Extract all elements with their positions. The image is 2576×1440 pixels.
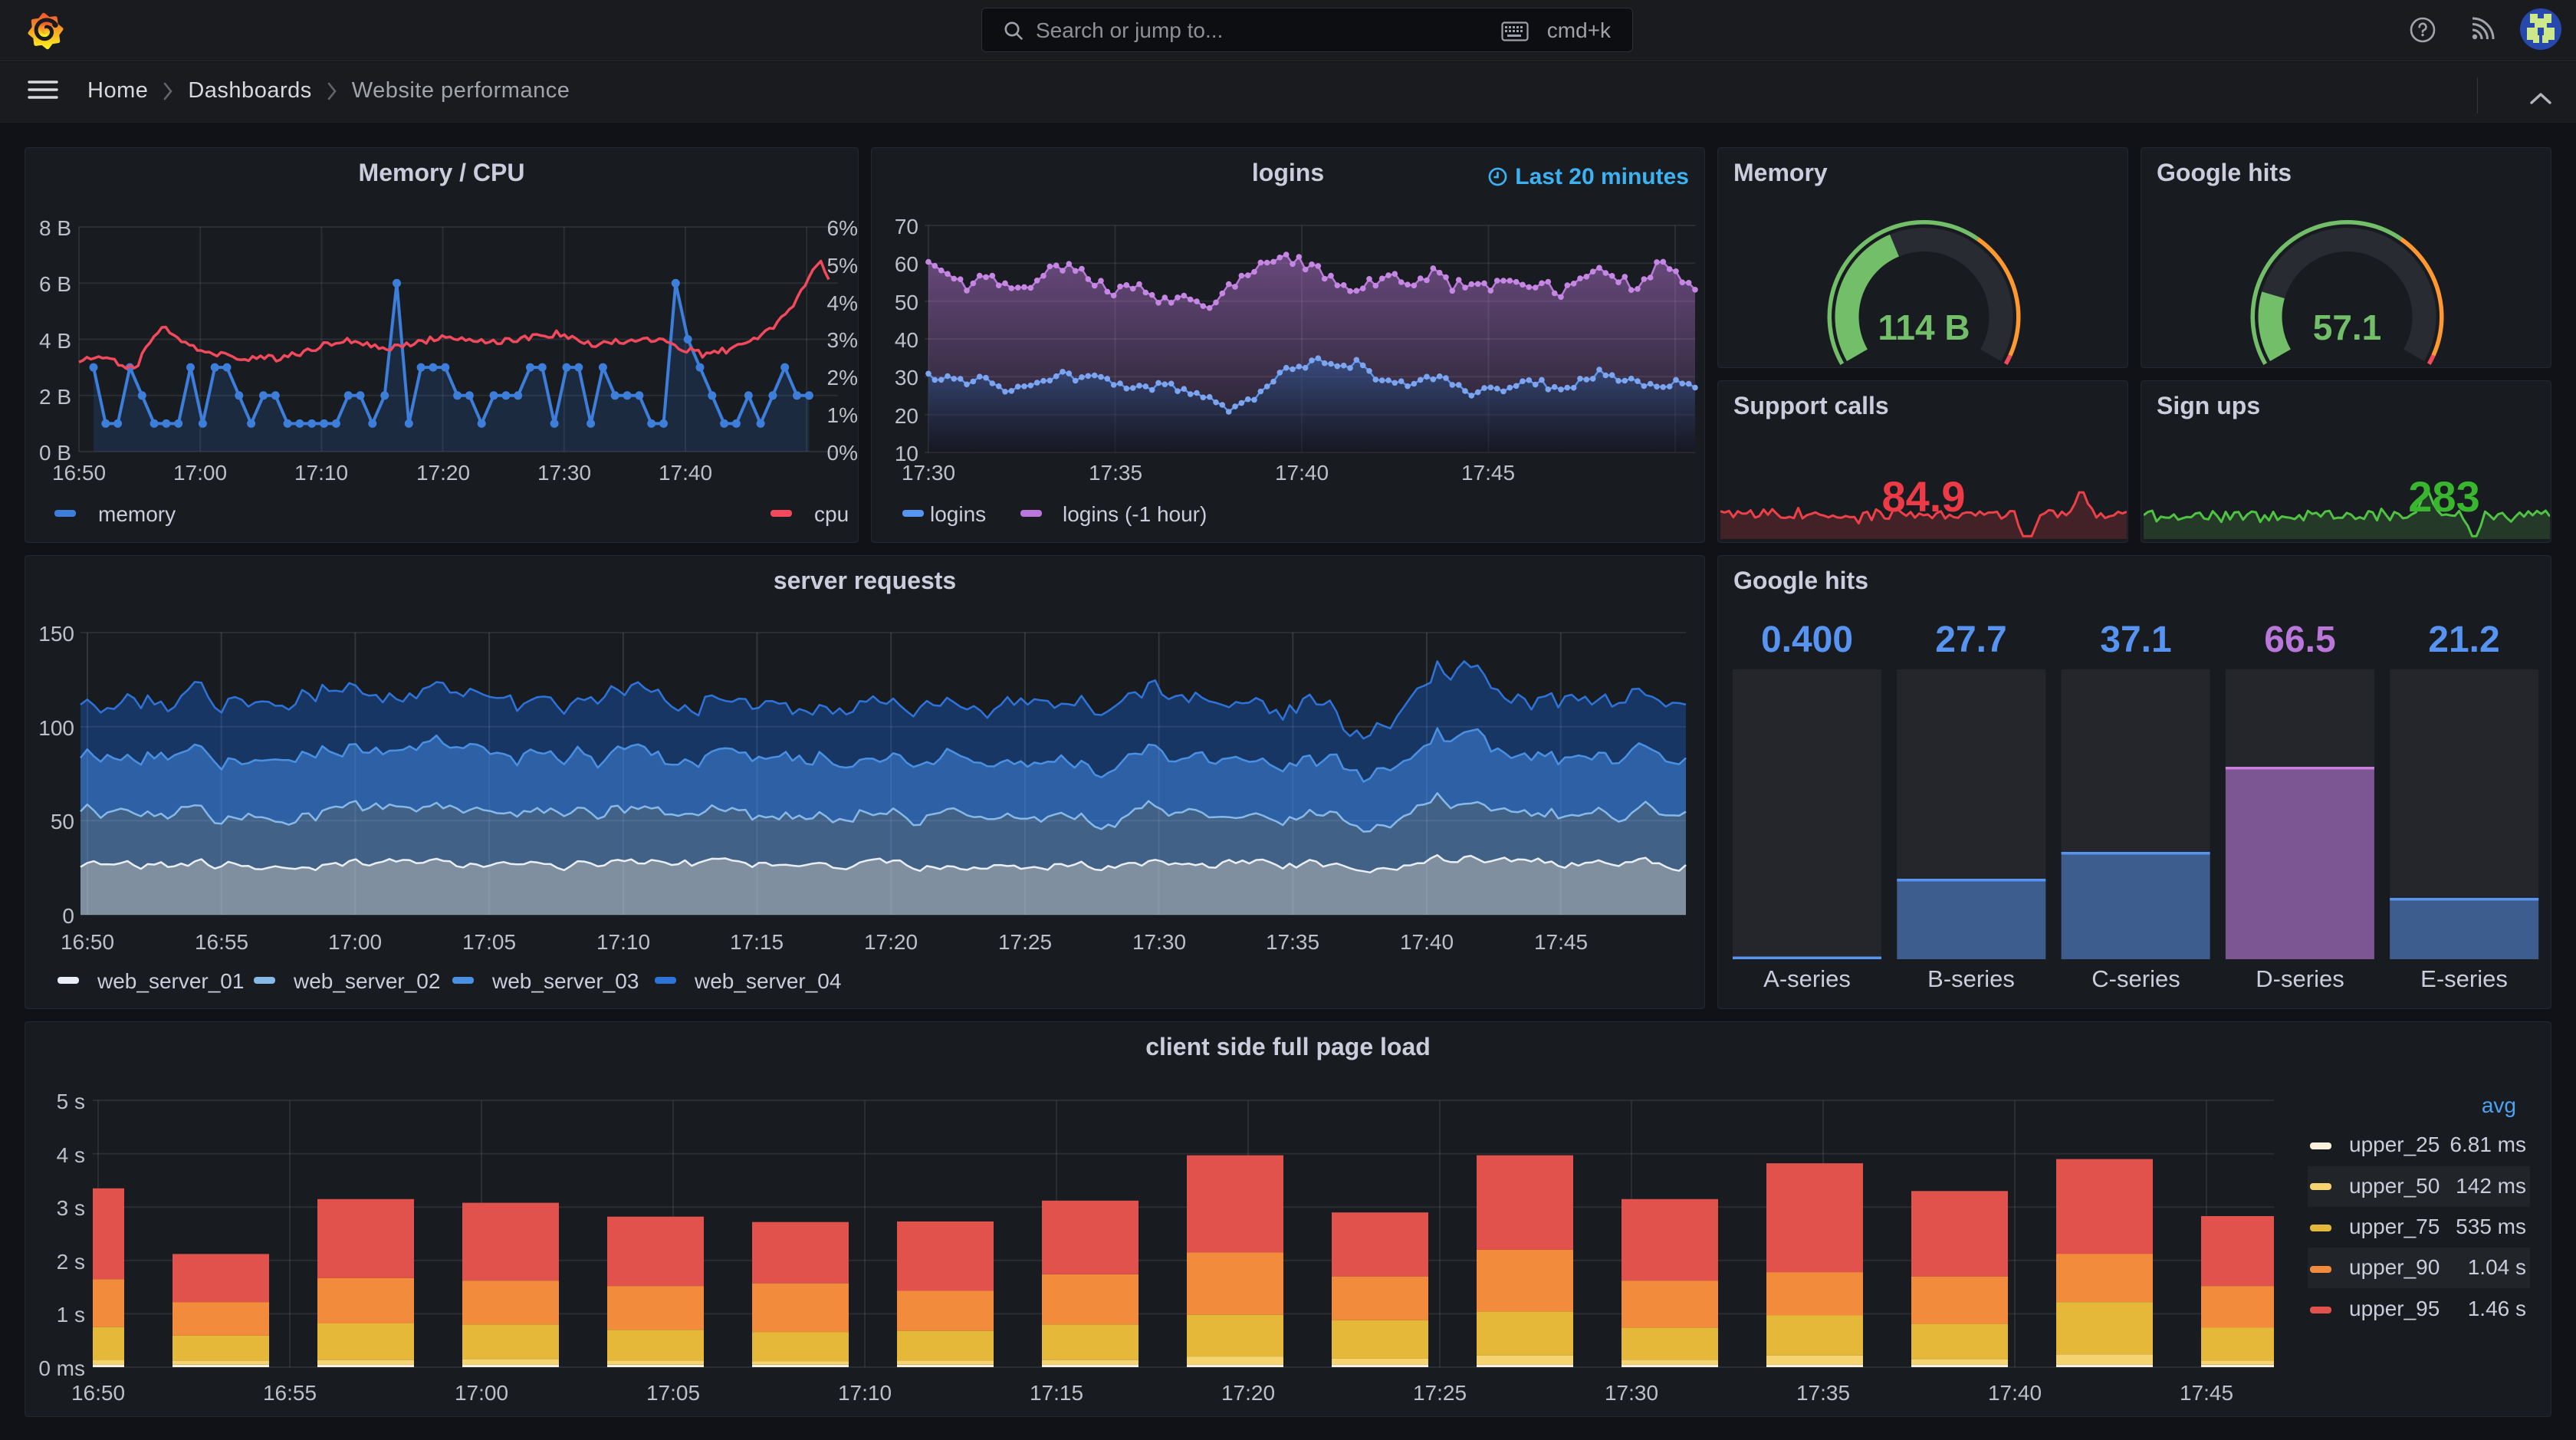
svg-text:57.1: 57.1 <box>2313 307 2382 347</box>
svg-text:114 B: 114 B <box>1878 307 1970 347</box>
